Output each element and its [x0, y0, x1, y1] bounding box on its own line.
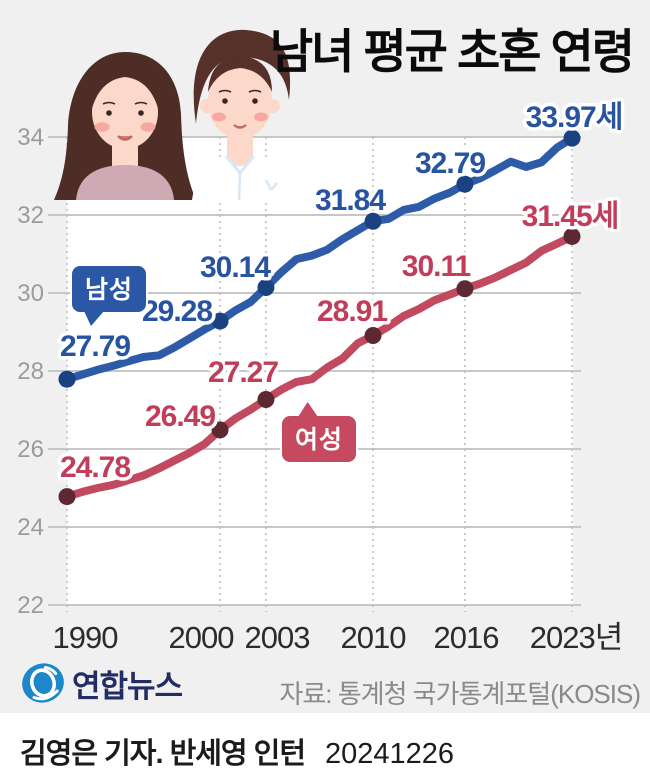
series-line-남성	[63, 134, 576, 384]
value-label-여성-2016: 30.11	[402, 250, 471, 283]
man-illustration	[192, 29, 292, 201]
y-tick-label-30: 30	[17, 280, 44, 307]
value-label-여성-2003: 27.27	[208, 356, 278, 389]
woman-eye-left	[106, 110, 112, 116]
man-shirt	[192, 156, 292, 200]
value-label-남성-1990: 27.79	[60, 330, 130, 363]
man-eye-left	[222, 98, 228, 104]
value-label-남성-2023: 33.97세	[526, 101, 623, 134]
data-point-여성-2010	[364, 327, 382, 345]
man-brow-left	[218, 89, 232, 93]
man-blush-right	[254, 112, 268, 122]
value-label-남성-2003: 30.14	[200, 251, 271, 284]
man-mouth	[233, 124, 247, 129]
data-point-남성-2016	[456, 175, 474, 193]
value-label-남성-2016: 32.79	[415, 147, 485, 180]
byline: 김영은 기자. 반세영 인턴 20241226	[20, 730, 454, 772]
byline-credit: 김영은 기자. 반세영 인턴	[20, 738, 306, 770]
data-point-남성-2000	[211, 312, 229, 330]
man-face	[208, 65, 272, 139]
page-title: 남녀 평균 초혼 연령	[269, 25, 635, 78]
x-tick-label-2010: 2010	[341, 620, 407, 655]
marriage-age-line-chart: 22 24 26 28 30 32 34	[17, 29, 627, 656]
man-brow-right	[248, 89, 262, 93]
woman-brow-right	[134, 101, 148, 105]
y-tick-label-34: 34	[17, 124, 44, 151]
woman-top	[76, 165, 174, 200]
yonhap-logo-icon	[22, 663, 64, 703]
data-point-여성-2003	[257, 390, 275, 408]
woman-mouth	[117, 135, 133, 141]
data-point-남성-2023	[563, 129, 581, 147]
woman-face	[92, 75, 158, 149]
data-point-여성-1990	[58, 488, 76, 506]
data-point-남성-1990	[58, 370, 76, 388]
data-point-여성-2000	[211, 421, 229, 439]
y-tick-label-32: 32	[17, 202, 44, 229]
series-line-여성	[63, 232, 576, 501]
value-label-여성-2023: 31.45세	[522, 200, 619, 233]
x-tick-label-2016: 2016	[434, 620, 499, 655]
byline-date: 20241226	[325, 738, 455, 770]
man-shirt-crease	[237, 172, 278, 201]
x-tick-label-1990: 1990	[53, 620, 119, 655]
series-layer: 1990 2000 2003 2010 2016 2023년 27.79 29.28 30.14…	[53, 98, 627, 656]
chart-card: 22 24 26 28 30 32 34	[0, 0, 650, 713]
brand-lockup: 연합뉴스	[20, 660, 183, 706]
value-label-남성-2000: 29.28	[142, 295, 212, 328]
value-label-여성-1990: 24.78	[60, 451, 130, 484]
men-series-badge: 남성	[70, 264, 149, 326]
man-fringe	[208, 56, 272, 92]
woman-blush-right	[140, 122, 156, 132]
x-tick-label-2000: 2000	[169, 620, 235, 655]
woman-blush-left	[94, 122, 110, 132]
data-point-여성-2023	[563, 227, 581, 245]
data-point-여성-2016	[456, 280, 474, 298]
source-credit: 자료: 통계청 국가통계포털(KOSIS)	[279, 679, 641, 709]
men-series-badge-label: 남성	[85, 276, 134, 304]
y-tick-label-22: 22	[17, 592, 44, 619]
y-tick-label-28: 28	[17, 358, 44, 385]
y-tick-label-26: 26	[17, 436, 44, 463]
value-label-여성-2000: 26.49	[145, 400, 215, 433]
value-label-남성-2010: 31.84	[315, 184, 386, 217]
y-tick-label-24: 24	[17, 514, 44, 541]
women-series-badge: 여성	[280, 402, 359, 464]
man-eye-right	[252, 98, 258, 104]
couple-illustration	[54, 29, 292, 201]
x-tick-label-2003: 2003	[245, 620, 310, 655]
grid-layer: 22 24 26 28 30 32 34	[17, 124, 581, 619]
footer-row: 연합뉴스 자료: 통계청 국가통계포털(KOSIS)	[0, 660, 650, 713]
value-label-여성-2010: 28.91	[317, 295, 387, 328]
woman-bangs	[91, 60, 159, 112]
woman-illustration	[54, 52, 196, 200]
man-hair	[193, 29, 291, 124]
woman-brow-left	[102, 101, 116, 105]
data-point-남성-2003	[257, 279, 275, 297]
women-series-badge-label: 여성	[295, 426, 344, 454]
man-blush-left	[212, 112, 226, 122]
woman-eye-right	[138, 110, 144, 116]
data-point-남성-2010	[364, 212, 382, 230]
brand-name: 연합뉴스	[72, 668, 183, 704]
x-tick-label-2023: 2023년	[530, 620, 622, 655]
